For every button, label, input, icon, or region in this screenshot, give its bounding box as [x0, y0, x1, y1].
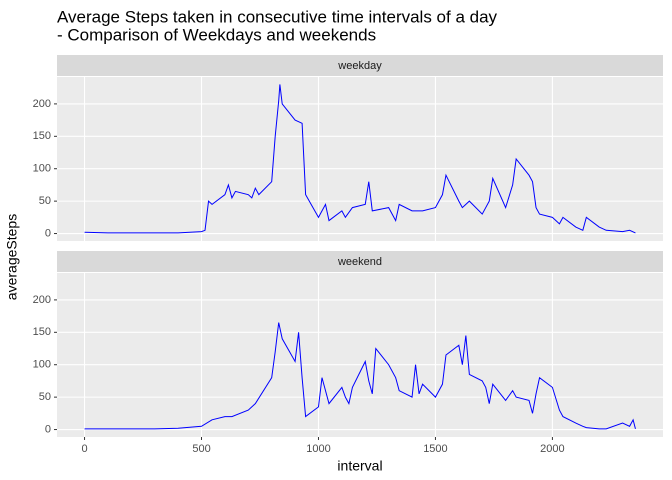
data-line	[84, 322, 636, 430]
x-tick-label: 2000	[540, 443, 564, 455]
chart-title: Average Steps taken in consecutive time …	[57, 7, 498, 26]
y-tick-label: 0	[45, 227, 51, 239]
x-tick-label: 1000	[306, 443, 330, 455]
y-tick-label: 150	[33, 326, 51, 338]
x-tick-label: 0	[81, 443, 87, 455]
y-tick-label: 50	[39, 391, 51, 403]
panel-background	[57, 273, 663, 437]
strip	[57, 55, 663, 76]
panel-background	[57, 77, 663, 241]
chart-subtitle: - Comparison of Weekdays and weekends	[57, 25, 376, 44]
y-tick-label: 200	[33, 294, 51, 306]
y-tick-label: 50	[39, 195, 51, 207]
y-tick-label: 100	[33, 163, 51, 175]
x-axis-title: interval	[337, 458, 382, 474]
y-axis-title: averageSteps	[4, 214, 20, 300]
x-tick-label: 1500	[423, 443, 447, 455]
y-tick-label: 150	[33, 130, 51, 142]
strip-label: weekend	[337, 256, 382, 268]
data-line	[84, 84, 636, 234]
y-tick-label: 100	[33, 359, 51, 371]
x-tick-label: 500	[192, 443, 210, 455]
strip	[57, 251, 663, 272]
y-tick-label: 0	[45, 423, 51, 435]
y-tick-label: 200	[33, 98, 51, 110]
strip-label: weekday	[337, 60, 382, 72]
